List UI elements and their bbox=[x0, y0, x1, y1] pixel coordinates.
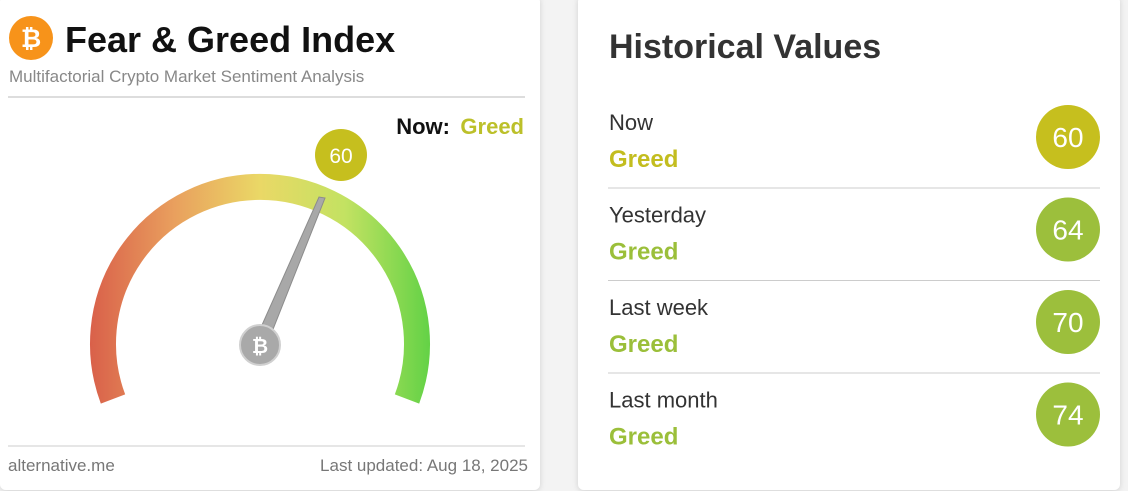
row-label: Yesterday bbox=[609, 203, 706, 228]
now-label: Now: bbox=[396, 114, 450, 139]
history-card bbox=[578, 0, 1120, 490]
footer-updated: Last updated: Aug 18, 2025 bbox=[320, 456, 528, 475]
row-bubble bbox=[1036, 105, 1100, 169]
hub-glyph: ₿ bbox=[252, 336, 268, 358]
history-rows: Now Greed 60 Yesterday Greed 64 Last week Greed… bbox=[608, 105, 1100, 451]
row-label: Last month bbox=[609, 388, 718, 413]
row-classification: Greed bbox=[609, 146, 678, 173]
row-bubble bbox=[1036, 197, 1100, 262]
row-classification: Greed bbox=[609, 424, 678, 451]
gauge-arc bbox=[90, 173, 430, 404]
row-value: 64 bbox=[1052, 215, 1083, 246]
value-bubble bbox=[315, 129, 367, 181]
row-value: 70 bbox=[1052, 307, 1083, 338]
row-bubble bbox=[1036, 382, 1100, 447]
row-classification: Greed bbox=[609, 331, 678, 358]
history-title: Historical Values bbox=[609, 28, 881, 66]
row-value: 74 bbox=[1052, 400, 1083, 431]
footer-source: alternative.me bbox=[8, 456, 115, 475]
now-classification: Greed bbox=[460, 114, 524, 139]
row-label: Last week bbox=[609, 295, 709, 320]
row-bubble bbox=[1036, 290, 1100, 354]
bitcoin-glyph: ₿ bbox=[21, 25, 41, 53]
row-classification: Greed bbox=[609, 239, 678, 266]
row-label: Now bbox=[609, 110, 653, 135]
subtitle: Multifactorial Crypto Market Sentiment A… bbox=[9, 67, 364, 86]
bitcoin-icon bbox=[9, 16, 53, 60]
row-value: 60 bbox=[1052, 122, 1083, 153]
needle-hub bbox=[239, 324, 281, 366]
value: 60 bbox=[329, 145, 352, 168]
title: Fear & Greed Index bbox=[65, 19, 395, 60]
